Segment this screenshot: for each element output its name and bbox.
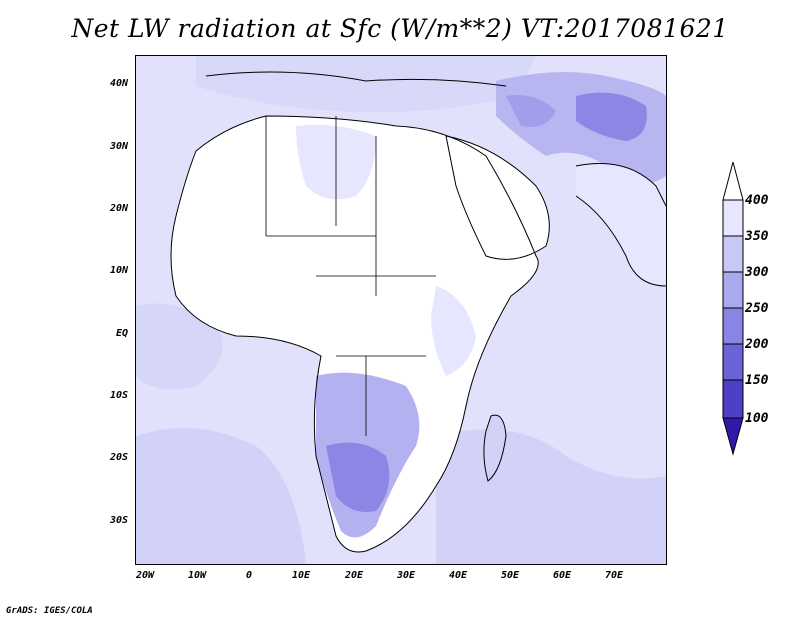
colorbar-label-200: 200 — [745, 337, 769, 352]
east-africa-field — [431, 286, 476, 376]
lat-label-30n: 30N — [109, 141, 128, 152]
europe-coastline — [205, 71, 507, 87]
colorbar — [722, 162, 744, 456]
lat-label-20n: 20N — [109, 203, 128, 214]
colorbar-label-100: 100 — [745, 411, 769, 426]
lon-label-70e: 70E — [604, 570, 624, 581]
lon-label-10e: 10E — [291, 570, 311, 581]
colorbar-bin-200-250 — [722, 307, 744, 345]
north-field — [196, 56, 536, 112]
lat-label-eq: EQ — [115, 328, 128, 339]
india-coastline — [575, 163, 666, 287]
map-plot-area — [135, 55, 667, 565]
lat-label-20s: 20S — [109, 452, 128, 463]
lon-label-20w: 20W — [135, 570, 155, 581]
arabia-landmass — [446, 136, 550, 260]
grads-credit: GrADS: IGES/COLA — [6, 606, 93, 616]
chart-title: Net LW radiation at Sfc (W/m**2) VT:2017… — [71, 14, 729, 43]
lon-label-60e: 60E — [552, 570, 572, 581]
iran-field — [506, 95, 556, 127]
colorbar-bin-150-200 — [722, 343, 744, 381]
lon-label-30e: 30E — [396, 570, 416, 581]
lon-label-40e: 40E — [448, 570, 468, 581]
colorbar-label-250: 250 — [745, 301, 769, 316]
ocean-patch-w — [136, 303, 223, 390]
lat-label-10s: 10S — [109, 390, 128, 401]
lat-label-40n: 40N — [109, 78, 128, 89]
colorbar-bin-300-350 — [722, 235, 744, 273]
ocean-patch-sw — [136, 428, 306, 564]
colorbar-label-350: 350 — [745, 229, 769, 244]
arabia-coastline — [445, 135, 550, 260]
colorbar-bottom-arrow — [722, 417, 744, 456]
himalaya-field — [576, 92, 647, 141]
lat-label-10n: 10N — [109, 265, 128, 276]
colorbar-bin-350-400 — [722, 199, 744, 237]
africa-coastline — [170, 115, 539, 553]
lon-label-10w: 10W — [187, 570, 207, 581]
india-field — [576, 163, 666, 286]
colorbar-label-150: 150 — [745, 373, 769, 388]
colorbar-bin-100-150 — [722, 379, 744, 419]
lon-label-50e: 50E — [500, 570, 520, 581]
lon-label-0: 0 — [245, 570, 253, 581]
africa-landmass — [171, 116, 539, 552]
lat-label-30s: 30S — [109, 515, 128, 526]
colorbar-top-arrow — [722, 162, 744, 201]
colorbar-label-300: 300 — [745, 265, 769, 280]
madagascar — [483, 414, 507, 482]
lon-label-20e: 20E — [344, 570, 364, 581]
colorbar-label-400: 400 — [745, 193, 769, 208]
country-borders — [265, 116, 436, 436]
kalahari-field — [326, 442, 390, 512]
radiation-map — [136, 56, 666, 564]
colorbar-bin-250-300 — [722, 271, 744, 309]
